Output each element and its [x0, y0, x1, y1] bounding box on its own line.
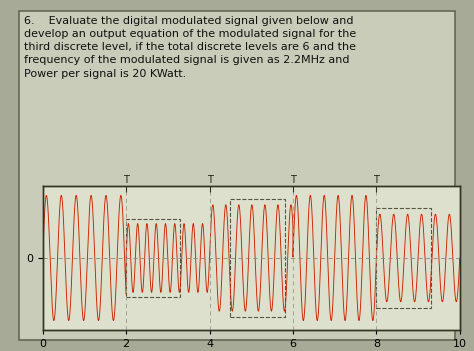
- Bar: [376, 208, 430, 308]
- Bar: [230, 199, 284, 317]
- Bar: [126, 219, 180, 297]
- Text: 6.    Evaluate the digital modulated signal given below and
develop an output eq: 6. Evaluate the digital modulated signal…: [24, 16, 356, 79]
